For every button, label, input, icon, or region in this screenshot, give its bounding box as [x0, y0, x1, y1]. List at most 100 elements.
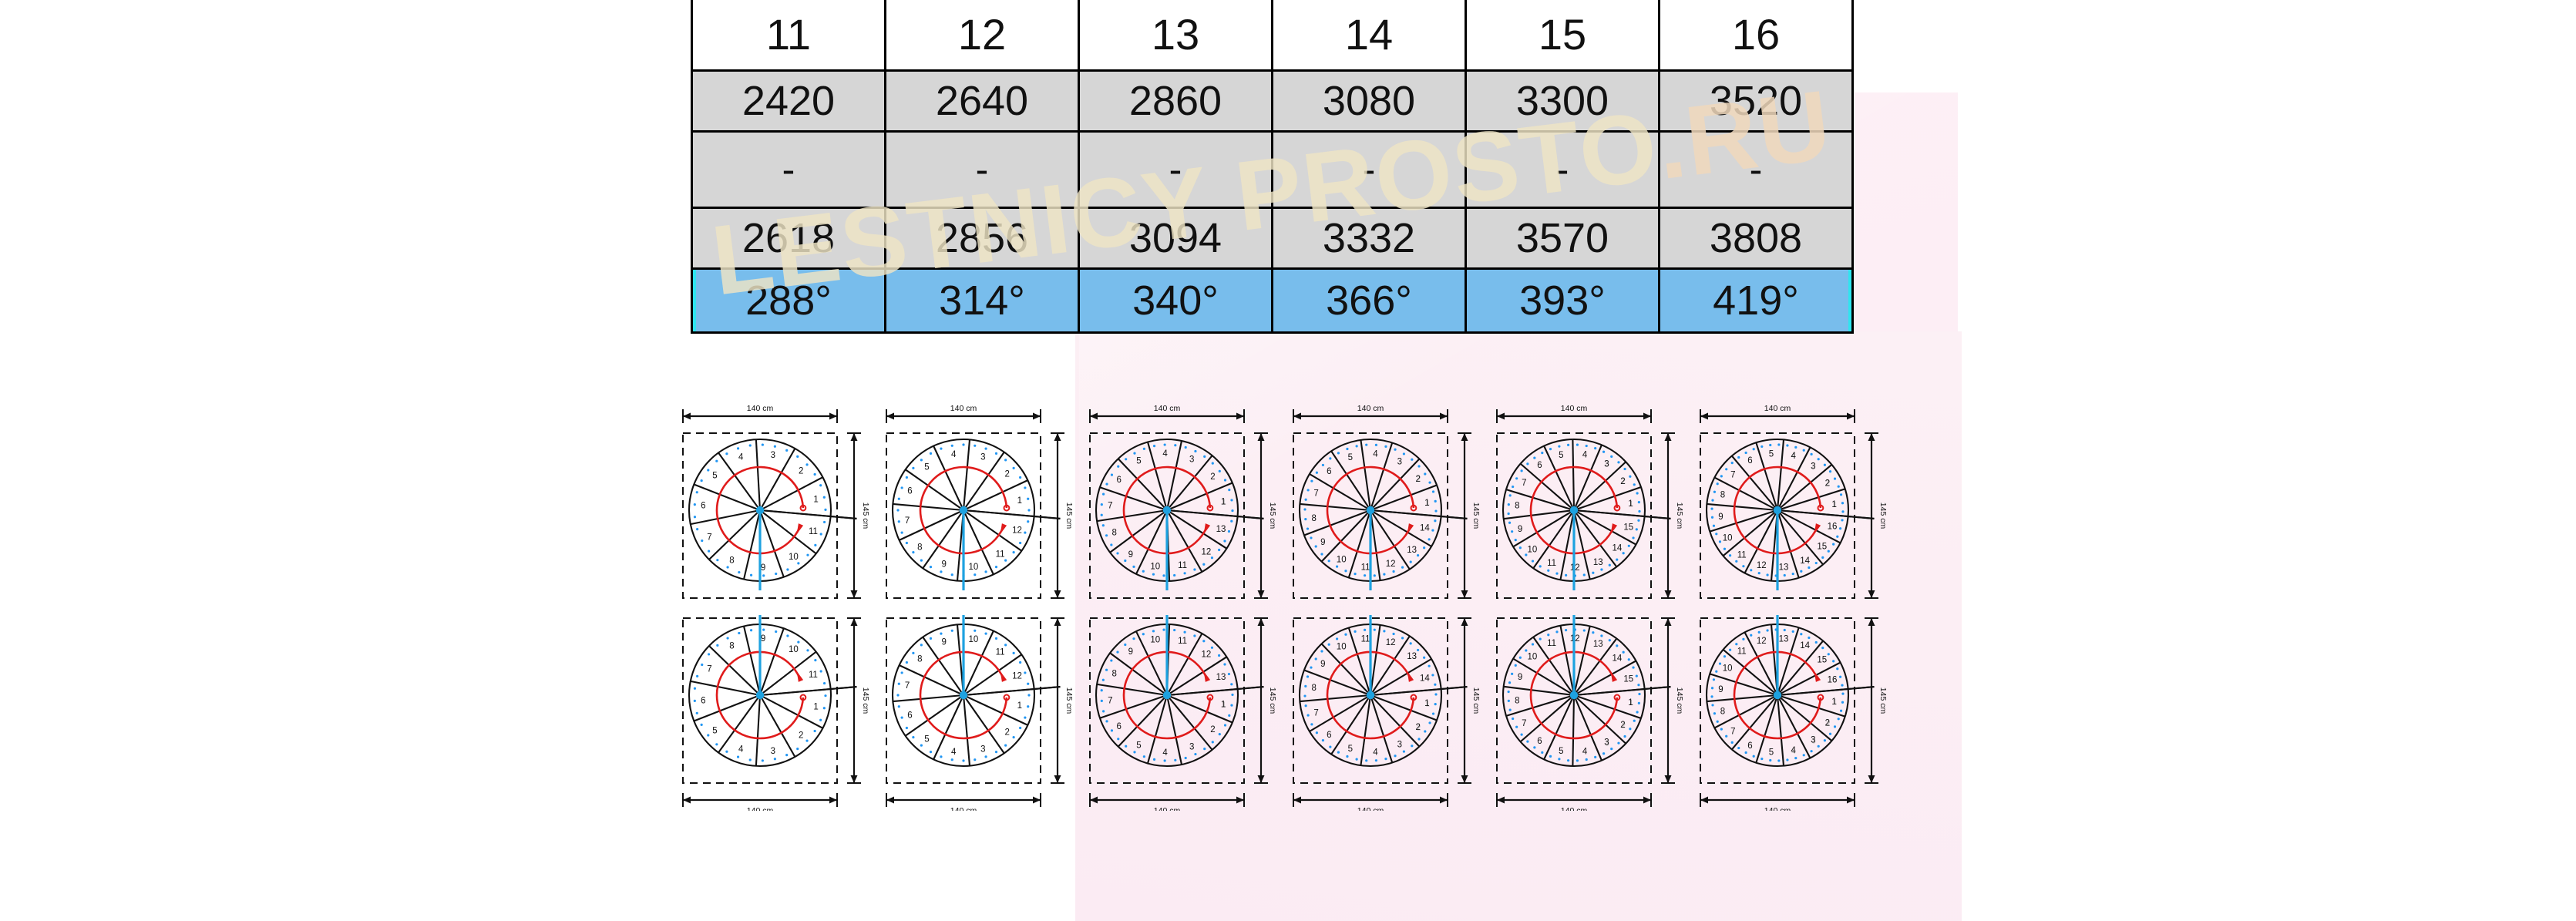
step-boundary-line [933, 445, 964, 511]
step-number-label: 4 [738, 745, 744, 755]
cell-empty-dash-16: - [1658, 131, 1854, 209]
rotation-arrow-head [1203, 523, 1211, 535]
step-number-label: 2 [1210, 472, 1215, 482]
step-number-label: 8 [1720, 490, 1725, 499]
rotation-arc [919, 466, 1008, 555]
step-number-label: 7 [1730, 471, 1735, 480]
step-number-label: 7 [1522, 479, 1526, 488]
width-dimension-label: 140 cm [1561, 404, 1588, 413]
step-number-label: 9 [1718, 513, 1723, 522]
step-number-label: 8 [1515, 696, 1519, 705]
step-number-label: 13 [1593, 640, 1603, 649]
step-number-label: 2 [1004, 728, 1009, 738]
step-number-label: 4 [1582, 450, 1588, 459]
step-boundary-line [905, 694, 964, 737]
step-number-label: 3 [1811, 462, 1815, 471]
step-boundary-line [963, 694, 1005, 754]
cell-empty-dash-14: - [1271, 131, 1467, 209]
diagram-ccw-13-steps: 140 cm 145 cm 1 1 2 3 4 5 6 7 8 9 10 11 12 13 [1076, 603, 1280, 811]
step-number-label: 6 [907, 487, 912, 496]
step-boundary-line [922, 509, 964, 569]
cell-height-total-15: 3300 [1465, 70, 1660, 133]
step-number-label: 1 [1831, 697, 1836, 707]
step-boundary-line [718, 694, 761, 754]
step-number-label: 5 [1348, 453, 1353, 462]
step-number-label: 13 [1216, 525, 1226, 534]
height-dimension-label: 145 cm [1471, 687, 1481, 714]
step-number-label: 3 [980, 745, 985, 755]
step-boundary-line [690, 509, 761, 526]
height-dimension-label: 145 cm [1268, 503, 1277, 529]
step-boundary-line [693, 483, 761, 511]
step-boundary-line [1519, 694, 1575, 743]
step-number-label: 8 [917, 654, 922, 664]
width-dimension-label: 140 cm [950, 806, 977, 811]
step-boundary-line [1109, 509, 1168, 553]
step-number-label: 11 [1178, 637, 1187, 646]
step-boundary-line [1731, 694, 1778, 751]
step-number-label: 11 [1178, 561, 1187, 570]
step-boundary-line [963, 654, 1022, 696]
step-number-label: 1 [1424, 699, 1429, 708]
diagram-ccw-16-steps: 140 cm 145 cm 1 2 3 4 1 2 3 4 5 6 7 8 9 10 11 12 13 14 15 16 [1687, 603, 1890, 811]
step-number-label: 10 [968, 563, 978, 572]
step-number-label: 1 [1628, 499, 1633, 509]
step-number-label: 1 [1221, 700, 1226, 709]
step-number-label: 10 [1337, 642, 1347, 651]
diagram-cw-14-steps: 140 cm 145 cm 1 2 1 2 3 4 5 6 7 8 9 10 11 12 13 14 [1280, 395, 1483, 603]
step-boundary-line [1109, 652, 1168, 696]
cell-empty-dash-11: - [691, 131, 886, 209]
height-dimension-label: 145 cm [1675, 503, 1684, 529]
step-boundary-line [1369, 509, 1381, 581]
cell-length-total-15: 3570 [1465, 207, 1660, 270]
step-boundary-line [1370, 509, 1468, 520]
center-post [1569, 506, 1579, 515]
center-post [959, 506, 968, 515]
step-number-label: 2 [1415, 723, 1420, 732]
step-number-label: 12 [1012, 526, 1022, 535]
step-boundary-line [1360, 439, 1372, 511]
step-boundary-line [1503, 685, 1575, 697]
step-number-label: 1 [813, 703, 818, 712]
step-number-label: 15 [1817, 656, 1827, 665]
height-dimension-label: 145 cm [1064, 687, 1074, 714]
step-boundary-line [1777, 464, 1833, 511]
step-number-label: 8 [917, 543, 922, 553]
cell-rotation-angle-13: 340° [1078, 267, 1273, 334]
cell-header-15: 15 [1465, 0, 1660, 72]
center-post [1162, 506, 1172, 515]
step-boundary-line [1096, 683, 1168, 697]
step-boundary-line [922, 637, 964, 696]
step-boundary-line [1300, 694, 1371, 703]
width-dimension-label: 140 cm [950, 404, 977, 413]
cell-length-total-16: 3808 [1658, 207, 1854, 270]
step-number-label: 9 [941, 637, 946, 647]
step-boundary-line [899, 509, 964, 541]
step-number-label: 7 [905, 516, 910, 526]
step-boundary-line [1300, 503, 1371, 512]
rotation-arc [919, 650, 1008, 740]
step-number-label: 13 [1407, 546, 1417, 555]
step-boundary-line [759, 448, 796, 511]
step-number-label: 12 [1202, 650, 1212, 659]
step-number-label: 1 [1424, 499, 1429, 508]
step-boundary-line [1096, 509, 1168, 523]
step-boundary-line [690, 680, 761, 697]
step-number-label: 15 [1623, 674, 1633, 684]
step-number-label: 15 [1817, 542, 1827, 551]
center-post [1366, 506, 1375, 515]
step-number-label: 6 [1117, 476, 1122, 485]
step-boundary-line [905, 469, 964, 511]
step-number-label: 7 [905, 681, 910, 691]
diagram-cw-12-steps: 140 cm 145 cm 1 2 3 4 5 6 7 8 9 10 11 12 [873, 395, 1076, 603]
step-number-label: 3 [1811, 736, 1815, 745]
diagram-cw-16-steps: 140 cm 145 cm 1 2 3 4 1 2 3 4 5 6 7 8 9 10 11 12 13 14 15 16 [1687, 395, 1890, 603]
cell-rotation-angle-16: 419° [1658, 267, 1854, 334]
step-boundary-line [759, 694, 823, 729]
step-boundary-line [693, 694, 761, 722]
step-number-label: 12 [1012, 672, 1022, 681]
step-boundary-line [755, 694, 762, 766]
step-number-label: 4 [1162, 449, 1168, 459]
step-number-label: 5 [924, 462, 929, 472]
cell-empty-dash-13: - [1078, 131, 1273, 209]
